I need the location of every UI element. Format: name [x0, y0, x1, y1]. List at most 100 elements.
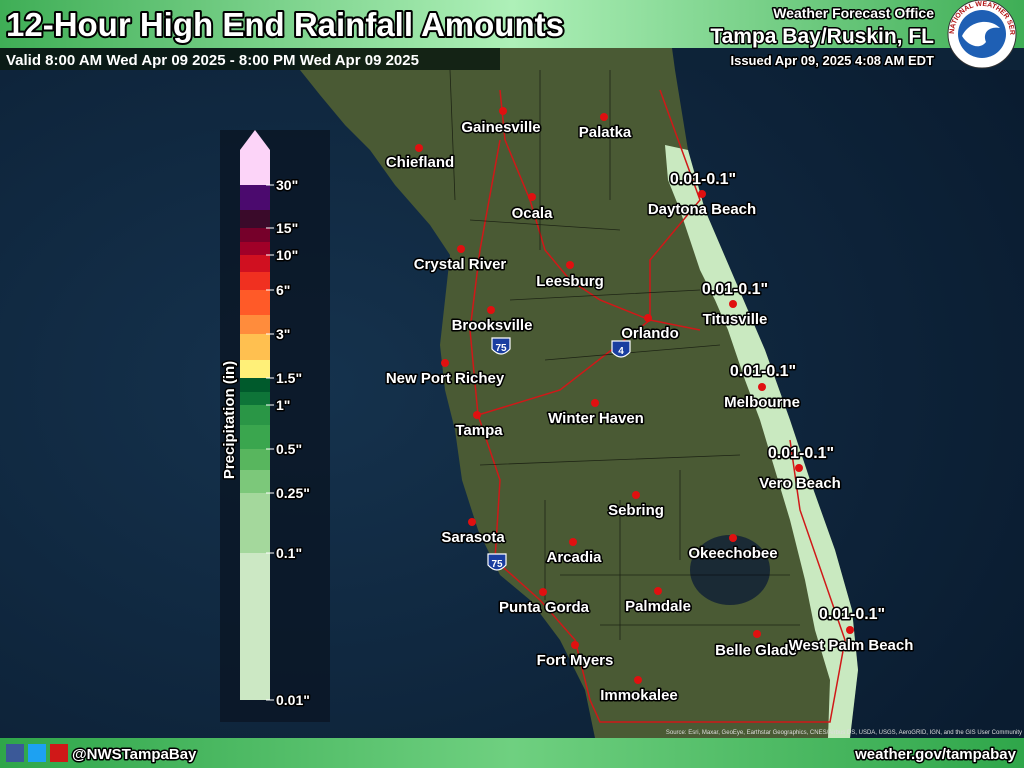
legend-band: [240, 392, 270, 405]
city-label: Sarasota: [441, 529, 505, 546]
legend-label: 1": [276, 397, 290, 413]
legend-label: 0.01": [276, 692, 310, 708]
highways: [469, 89, 846, 723]
city-dot: [632, 491, 640, 499]
youtube-icon[interactable]: [50, 744, 68, 762]
city-label: Titusville: [703, 311, 768, 328]
legend-label: 0.5": [276, 441, 302, 457]
rainfall-label: 0.01-0.1": [768, 445, 834, 462]
city-label: Daytona Beach: [648, 201, 756, 218]
city-label: Leesburg: [536, 273, 604, 290]
legend-band: [240, 334, 270, 360]
legend-band: [240, 360, 270, 378]
city-label: Winter Haven: [548, 410, 644, 427]
legend-band: [240, 425, 270, 449]
legend-band: [240, 242, 270, 255]
city-label: Vero Beach: [759, 475, 841, 492]
city-dot: [457, 245, 465, 253]
rainfall-label: 0.01-0.1": [819, 606, 885, 623]
website[interactable]: weather.gov/tampabay: [853, 745, 1019, 765]
legend-panel: [220, 130, 330, 722]
city-dot: [487, 306, 495, 314]
city-dot: [566, 261, 574, 269]
attribution: Source: Esri, Maxar, GeoEye, Earthstar G…: [666, 730, 1022, 736]
legend-label: 0.25": [276, 485, 310, 501]
city-dot: [753, 630, 761, 638]
interstate-number: 75: [491, 559, 503, 570]
legend-band: [240, 315, 270, 334]
city-dot: [698, 190, 706, 198]
city-label: Belle Glade: [715, 642, 797, 659]
city-label: West Palm Beach: [789, 637, 914, 654]
city-label: Immokalee: [600, 687, 678, 704]
office-location: Tampa Bay/Ruskin, FL: [710, 25, 934, 48]
legend-band: [240, 493, 270, 553]
city-dot: [846, 626, 854, 634]
legend-band: [240, 210, 270, 228]
interstate-shield: [611, 340, 631, 358]
lake-okeechobee: [690, 535, 770, 605]
city-label: New Port Richey: [386, 370, 505, 387]
header-bar: [0, 0, 1024, 48]
city-dot: [539, 588, 547, 596]
interstate-shield: [487, 553, 507, 571]
city-label: Brooksville: [452, 317, 533, 334]
city-dot: [473, 411, 481, 419]
city-dot: [499, 107, 507, 115]
city-label: Arcadia: [546, 549, 602, 566]
city-label: Okeechobee: [688, 545, 777, 562]
legend-label: 3": [276, 326, 290, 342]
interstate-shield: [491, 337, 511, 355]
legend-band: [240, 150, 270, 185]
city-dot: [441, 359, 449, 367]
city-label: Chiefland: [386, 154, 454, 171]
city-label: Palatka: [579, 124, 632, 141]
legend-label: 0.1": [276, 545, 302, 561]
legend-band: [240, 378, 270, 392]
city-label: Sebring: [608, 502, 664, 519]
city-dot: [729, 534, 737, 542]
city-dot: [654, 587, 662, 595]
city-label: Melbourne: [724, 394, 800, 411]
twitter-icon[interactable]: [28, 744, 46, 762]
city-dot: [415, 144, 423, 152]
county-lines: [449, 69, 800, 640]
legend-band: [240, 449, 270, 470]
legend-label: 6": [276, 282, 290, 298]
footer-bar: [0, 738, 1024, 768]
legend-scale: [240, 130, 270, 700]
city-label: Tampa: [455, 422, 503, 439]
legend-label: 15": [276, 220, 298, 236]
rainfall-label: 0.01-0.1": [702, 281, 768, 298]
legend-band: [240, 272, 270, 290]
legend-band: [240, 228, 270, 242]
legend-band: [240, 405, 270, 425]
city-dot: [571, 641, 579, 649]
legend-band: [240, 470, 270, 493]
city-dot: [795, 464, 803, 472]
city-label: Ocala: [512, 205, 554, 222]
legend-arrow: [240, 130, 270, 150]
city-label: Crystal River: [414, 256, 507, 273]
city-label: Palmdale: [625, 598, 691, 615]
rainfall-label: 0.01-0.1": [730, 363, 796, 380]
city-dot: [569, 538, 577, 546]
legend-band: [240, 255, 270, 272]
rainfall-label: 0.01-0.1": [670, 171, 736, 188]
city-dot: [468, 518, 476, 526]
legend-band: [240, 553, 270, 700]
rainfall-area: [665, 145, 858, 738]
city-dot: [644, 314, 652, 322]
legend-band: [240, 185, 270, 210]
legend-label: 30": [276, 177, 298, 193]
issued-time: Issued Apr 09, 2025 4:08 AM EDT: [730, 53, 934, 68]
city-dot: [528, 193, 536, 201]
city-dot: [634, 676, 642, 684]
legend-title: Precipitation (in): [221, 361, 238, 479]
facebook-icon[interactable]: [6, 744, 24, 762]
city-dot: [600, 113, 608, 121]
social-handle[interactable]: @NWSTampaBay: [71, 745, 199, 765]
legend-band: [240, 290, 270, 315]
city-label: Orlando: [621, 325, 679, 342]
